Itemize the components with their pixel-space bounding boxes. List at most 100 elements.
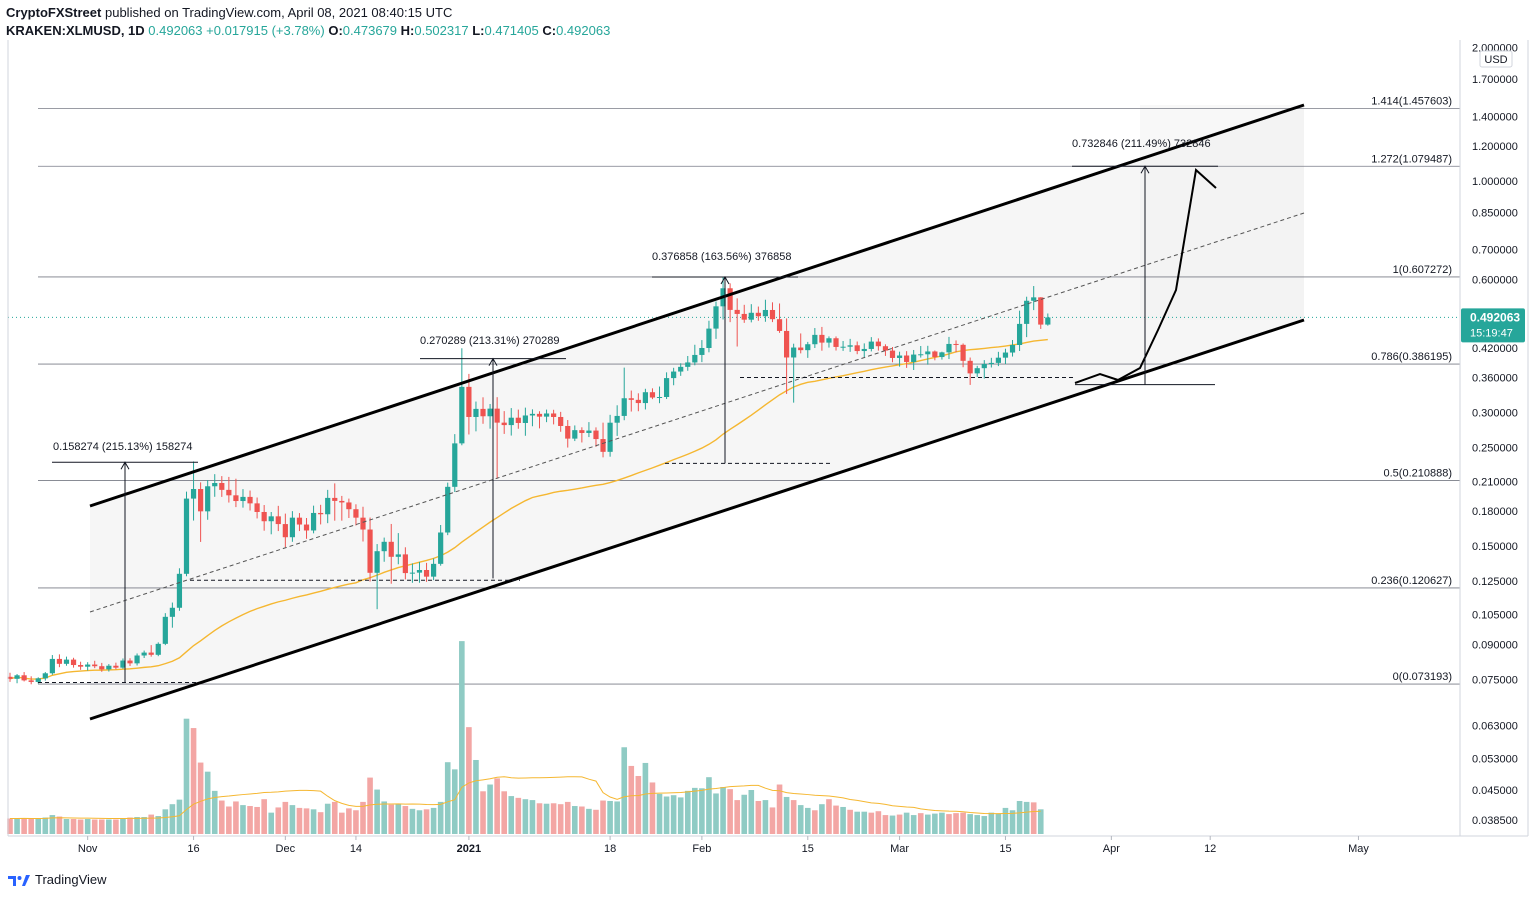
volume-bar xyxy=(247,806,253,834)
volume-bar xyxy=(812,810,818,834)
candle-body xyxy=(889,350,896,358)
candle-body xyxy=(445,486,451,533)
candle-body xyxy=(798,347,804,351)
candle-body xyxy=(7,676,13,679)
volume-bar xyxy=(826,799,832,834)
symbol-label[interactable]: KRAKEN:XLMUSD, 1D xyxy=(6,23,145,38)
candle-body xyxy=(579,430,585,433)
price-tick-label: 0.105000 xyxy=(1472,610,1518,622)
candle-body xyxy=(840,346,846,348)
candle-body xyxy=(543,413,550,417)
tradingview-brand[interactable]: TradingView xyxy=(8,872,107,887)
volume-bar xyxy=(522,799,529,834)
candle-body xyxy=(183,498,190,574)
candle-body xyxy=(819,334,825,343)
candle-body xyxy=(960,344,966,361)
candle-body xyxy=(981,363,987,369)
candle-body xyxy=(967,360,973,374)
candle-body xyxy=(219,483,225,490)
volume-bar xyxy=(310,809,317,834)
time-tick-label: 15 xyxy=(802,843,814,855)
candle-body xyxy=(240,496,246,502)
candle-body xyxy=(741,313,747,320)
volume-bar xyxy=(995,813,1002,834)
volume-bar xyxy=(211,790,218,834)
candle-body xyxy=(99,666,105,670)
candle-body xyxy=(925,351,931,355)
volume-bar xyxy=(473,759,479,834)
price-tick-label: 0.075000 xyxy=(1472,674,1518,686)
volume-bar xyxy=(501,791,507,834)
volume-bar xyxy=(593,809,599,834)
open-label: O: xyxy=(328,23,343,38)
candle-body xyxy=(586,430,592,433)
volume-bar xyxy=(275,807,282,834)
volume-bar xyxy=(197,762,204,834)
volume-bar xyxy=(797,805,804,834)
candle-body xyxy=(656,396,663,398)
candle-body xyxy=(904,355,910,362)
last-price-badge xyxy=(1461,308,1525,343)
candle-body xyxy=(918,354,924,356)
volume-bar xyxy=(1037,809,1044,834)
price-tick-label: 0.600000 xyxy=(1472,274,1518,286)
volume-bar xyxy=(367,777,373,834)
volume-bar xyxy=(240,805,246,834)
volume-bar xyxy=(833,805,839,834)
target-zone-background xyxy=(1140,105,1304,320)
ma-line xyxy=(9,338,1048,680)
candle-body xyxy=(332,497,338,501)
candle-body xyxy=(1038,297,1044,325)
volume-bar xyxy=(557,804,564,834)
volume-bar xyxy=(480,791,486,834)
volume-bar xyxy=(508,796,515,834)
volume-bar xyxy=(416,810,423,834)
volume-bar xyxy=(699,788,705,834)
volume-bar xyxy=(677,797,684,834)
volume-bar xyxy=(219,800,225,834)
volume-bar xyxy=(113,819,119,834)
volume-bar xyxy=(56,816,63,834)
price-tick-label: 0.090000 xyxy=(1472,639,1518,651)
candle-body xyxy=(395,554,401,557)
candle-body xyxy=(487,408,493,417)
time-tick-label: Nov xyxy=(78,843,98,855)
price-axis[interactable]: 2.0000001.7000001.4000001.2000001.000000… xyxy=(7,40,1529,837)
author-name[interactable]: CryptoFXStreet xyxy=(6,5,102,20)
volume-bar xyxy=(579,806,585,834)
candle-body xyxy=(198,489,204,512)
volume-bar xyxy=(769,807,776,834)
volume-bar xyxy=(741,794,748,834)
volume-bar xyxy=(910,815,917,834)
time-axis[interactable]: Nov 16 Dec 14 2021 18 Feb 15 Mar 15 Apr 12 May xyxy=(78,836,1369,855)
volume-bar xyxy=(430,807,437,834)
candle-body xyxy=(551,413,557,417)
volume-bar xyxy=(395,804,402,834)
candle-body xyxy=(14,675,20,679)
volume-bar xyxy=(939,812,945,834)
fib-level-label: 0.786(0.386195) xyxy=(1371,351,1452,363)
time-tick-label: Mar xyxy=(890,843,909,855)
candle-body xyxy=(861,348,867,352)
volume-bar xyxy=(720,787,726,834)
candle-body xyxy=(409,572,416,574)
volume-bar xyxy=(889,815,896,834)
candle-body xyxy=(459,386,465,444)
candle-body xyxy=(565,425,571,439)
candle-body xyxy=(226,489,232,496)
volume-bar xyxy=(614,801,620,834)
volume-bar xyxy=(564,801,571,834)
measure-label: 0.732846 (211.49%) 732846 xyxy=(1072,138,1211,150)
candle-body xyxy=(92,664,98,667)
time-tick-label: 18 xyxy=(604,843,616,855)
volume-bar xyxy=(14,818,20,834)
time-tick-label: Feb xyxy=(692,843,711,855)
candle-body xyxy=(699,347,705,355)
time-tick-label: May xyxy=(1348,843,1369,855)
volume-bar xyxy=(134,817,140,834)
price-tick-label: 0.038500 xyxy=(1472,815,1518,827)
volume-bar xyxy=(1016,800,1023,834)
volume-bar xyxy=(896,814,903,834)
volume-bar xyxy=(254,806,260,834)
